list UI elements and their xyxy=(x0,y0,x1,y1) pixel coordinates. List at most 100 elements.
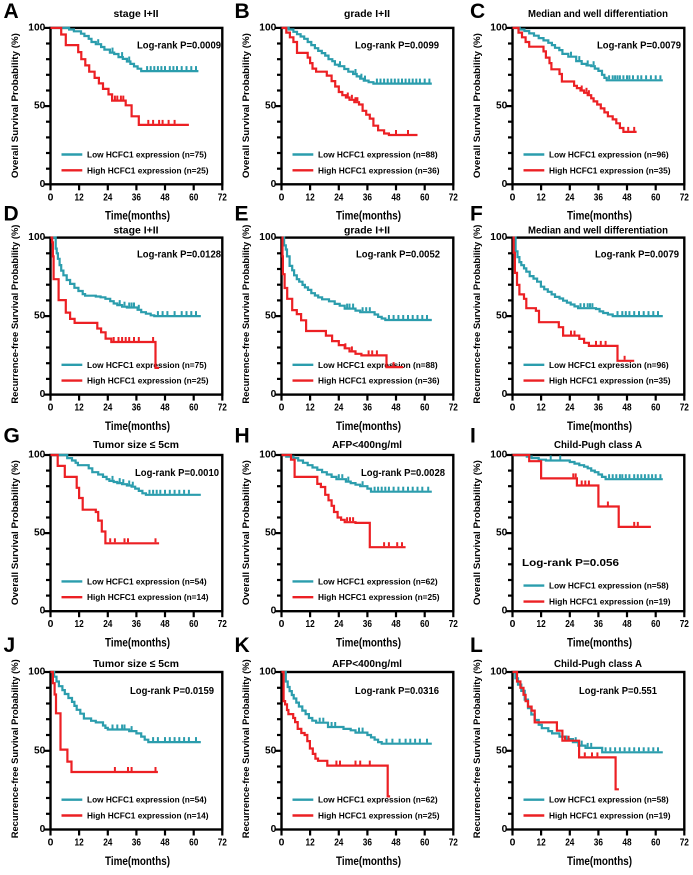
svg-text:Overall Survival Probability (: Overall Survival Probability (%) xyxy=(241,460,252,605)
svg-text:Time(months): Time(months) xyxy=(567,854,632,868)
svg-text:12: 12 xyxy=(306,192,315,203)
svg-text:Low HCFC1 expression (n=88): Low HCFC1 expression (n=88) xyxy=(318,360,438,370)
svg-text:Time(months): Time(months) xyxy=(105,854,170,868)
svg-text:grade I+II: grade I+II xyxy=(344,225,390,237)
svg-text:72: 72 xyxy=(449,192,458,203)
svg-text:A: A xyxy=(4,0,19,23)
svg-text:Log-rank P=0.551: Log-rank P=0.551 xyxy=(579,685,657,697)
svg-text:72: 72 xyxy=(218,192,227,203)
svg-text:0: 0 xyxy=(271,179,277,190)
svg-text:36: 36 xyxy=(594,838,603,849)
svg-text:48: 48 xyxy=(160,619,169,630)
svg-text:Time(months): Time(months) xyxy=(567,636,632,650)
svg-text:0: 0 xyxy=(279,838,285,849)
svg-text:72: 72 xyxy=(218,838,227,849)
svg-text:Overall Survival Probability (: Overall Survival Probability (%) xyxy=(241,33,252,178)
svg-text:E: E xyxy=(235,203,249,226)
svg-text:Recurrence-free Survival Proba: Recurrence-free Survival Probability (%) xyxy=(10,659,21,838)
svg-text:High HCFC1 expression (n=25): High HCFC1 expression (n=25) xyxy=(318,592,440,602)
svg-text:0: 0 xyxy=(271,606,277,617)
svg-text:Time(months): Time(months) xyxy=(105,209,170,223)
svg-text:12: 12 xyxy=(75,192,84,203)
svg-text:stage I+II: stage I+II xyxy=(114,225,159,237)
svg-text:Time(months): Time(months) xyxy=(105,419,170,433)
svg-text:24: 24 xyxy=(103,838,112,849)
svg-text:Log-rank P=0.0010: Log-rank P=0.0010 xyxy=(135,467,219,479)
svg-text:12: 12 xyxy=(306,403,315,414)
svg-text:36: 36 xyxy=(363,838,372,849)
svg-text:Low HCFC1 expression (n=75): Low HCFC1 expression (n=75) xyxy=(87,150,207,160)
svg-text:72: 72 xyxy=(449,838,458,849)
svg-text:Median and well differentiatio: Median and well differentiation xyxy=(528,225,668,237)
svg-text:Low HCFC1 expression (n=96): Low HCFC1 expression (n=96) xyxy=(549,150,669,160)
svg-text:Time(months): Time(months) xyxy=(567,209,632,223)
svg-text:100: 100 xyxy=(28,450,45,461)
svg-text:0: 0 xyxy=(510,403,516,414)
svg-text:0: 0 xyxy=(510,192,516,203)
svg-text:0: 0 xyxy=(502,179,508,190)
svg-text:24: 24 xyxy=(103,619,112,630)
svg-text:I: I xyxy=(470,425,476,448)
svg-text:72: 72 xyxy=(218,619,227,630)
svg-text:36: 36 xyxy=(594,403,603,414)
svg-text:Recurrence-free Survival Proba: Recurrence-free Survival Probability (%) xyxy=(472,225,483,404)
svg-text:Tumor size ≤ 5cm: Tumor size ≤ 5cm xyxy=(93,658,179,670)
svg-text:0: 0 xyxy=(271,824,277,835)
svg-text:50: 50 xyxy=(496,311,508,322)
svg-text:36: 36 xyxy=(132,838,141,849)
svg-text:50: 50 xyxy=(34,745,46,756)
svg-text:48: 48 xyxy=(391,192,400,203)
svg-text:Log-rank P=0.0159: Log-rank P=0.0159 xyxy=(130,685,214,697)
svg-text:Time(months): Time(months) xyxy=(336,209,401,223)
svg-text:60: 60 xyxy=(189,619,198,630)
svg-text:24: 24 xyxy=(334,192,343,203)
svg-text:0: 0 xyxy=(510,838,516,849)
svg-text:50: 50 xyxy=(34,311,46,322)
svg-text:Tumor size ≤ 5cm: Tumor size ≤ 5cm xyxy=(93,439,179,451)
svg-text:C: C xyxy=(470,0,485,23)
svg-text:50: 50 xyxy=(496,528,508,539)
svg-text:Overall Survival Probability (: Overall Survival Probability (%) xyxy=(472,460,483,605)
svg-text:48: 48 xyxy=(160,838,169,849)
svg-text:24: 24 xyxy=(334,838,343,849)
svg-text:0: 0 xyxy=(48,619,54,630)
svg-text:0: 0 xyxy=(502,606,508,617)
svg-text:60: 60 xyxy=(189,403,198,414)
svg-text:36: 36 xyxy=(594,192,603,203)
svg-text:Time(months): Time(months) xyxy=(336,854,401,868)
svg-text:36: 36 xyxy=(363,192,372,203)
svg-text:60: 60 xyxy=(651,192,660,203)
svg-text:0: 0 xyxy=(40,824,46,835)
svg-text:72: 72 xyxy=(680,838,689,849)
svg-text:High HCFC1 expression (n=25): High HCFC1 expression (n=25) xyxy=(87,376,209,386)
svg-text:High HCFC1 expression (n=35): High HCFC1 expression (n=35) xyxy=(549,165,671,175)
svg-text:0: 0 xyxy=(48,838,54,849)
svg-text:J: J xyxy=(4,634,16,657)
svg-text:0: 0 xyxy=(271,389,277,400)
svg-text:12: 12 xyxy=(537,838,546,849)
svg-text:72: 72 xyxy=(449,619,458,630)
svg-text:High HCFC1 expression (n=36): High HCFC1 expression (n=36) xyxy=(318,165,440,175)
svg-text:36: 36 xyxy=(132,192,141,203)
svg-text:24: 24 xyxy=(565,403,574,414)
svg-text:50: 50 xyxy=(496,101,508,112)
svg-text:F: F xyxy=(470,203,483,226)
svg-text:0: 0 xyxy=(279,619,285,630)
svg-text:High HCFC1 expression (n=14): High HCFC1 expression (n=14) xyxy=(87,592,209,602)
svg-text:100: 100 xyxy=(490,667,507,678)
svg-text:48: 48 xyxy=(391,619,400,630)
svg-text:0: 0 xyxy=(48,192,54,203)
svg-text:K: K xyxy=(235,634,250,657)
svg-text:Low HCFC1 expression (n=58): Low HCFC1 expression (n=58) xyxy=(549,581,669,591)
svg-text:0: 0 xyxy=(40,389,46,400)
svg-text:100: 100 xyxy=(259,450,276,461)
svg-text:Low HCFC1 expression (n=62): Low HCFC1 expression (n=62) xyxy=(318,795,438,805)
svg-text:12: 12 xyxy=(75,838,84,849)
svg-text:Low HCFC1 expression (n=75): Low HCFC1 expression (n=75) xyxy=(87,360,207,370)
svg-text:36: 36 xyxy=(132,403,141,414)
svg-text:High HCFC1 expression (n=25): High HCFC1 expression (n=25) xyxy=(87,165,209,175)
svg-text:Median and well differentiatio: Median and well differentiation xyxy=(528,8,668,20)
svg-text:24: 24 xyxy=(103,403,112,414)
svg-text:36: 36 xyxy=(594,619,603,630)
svg-text:100: 100 xyxy=(28,22,45,33)
